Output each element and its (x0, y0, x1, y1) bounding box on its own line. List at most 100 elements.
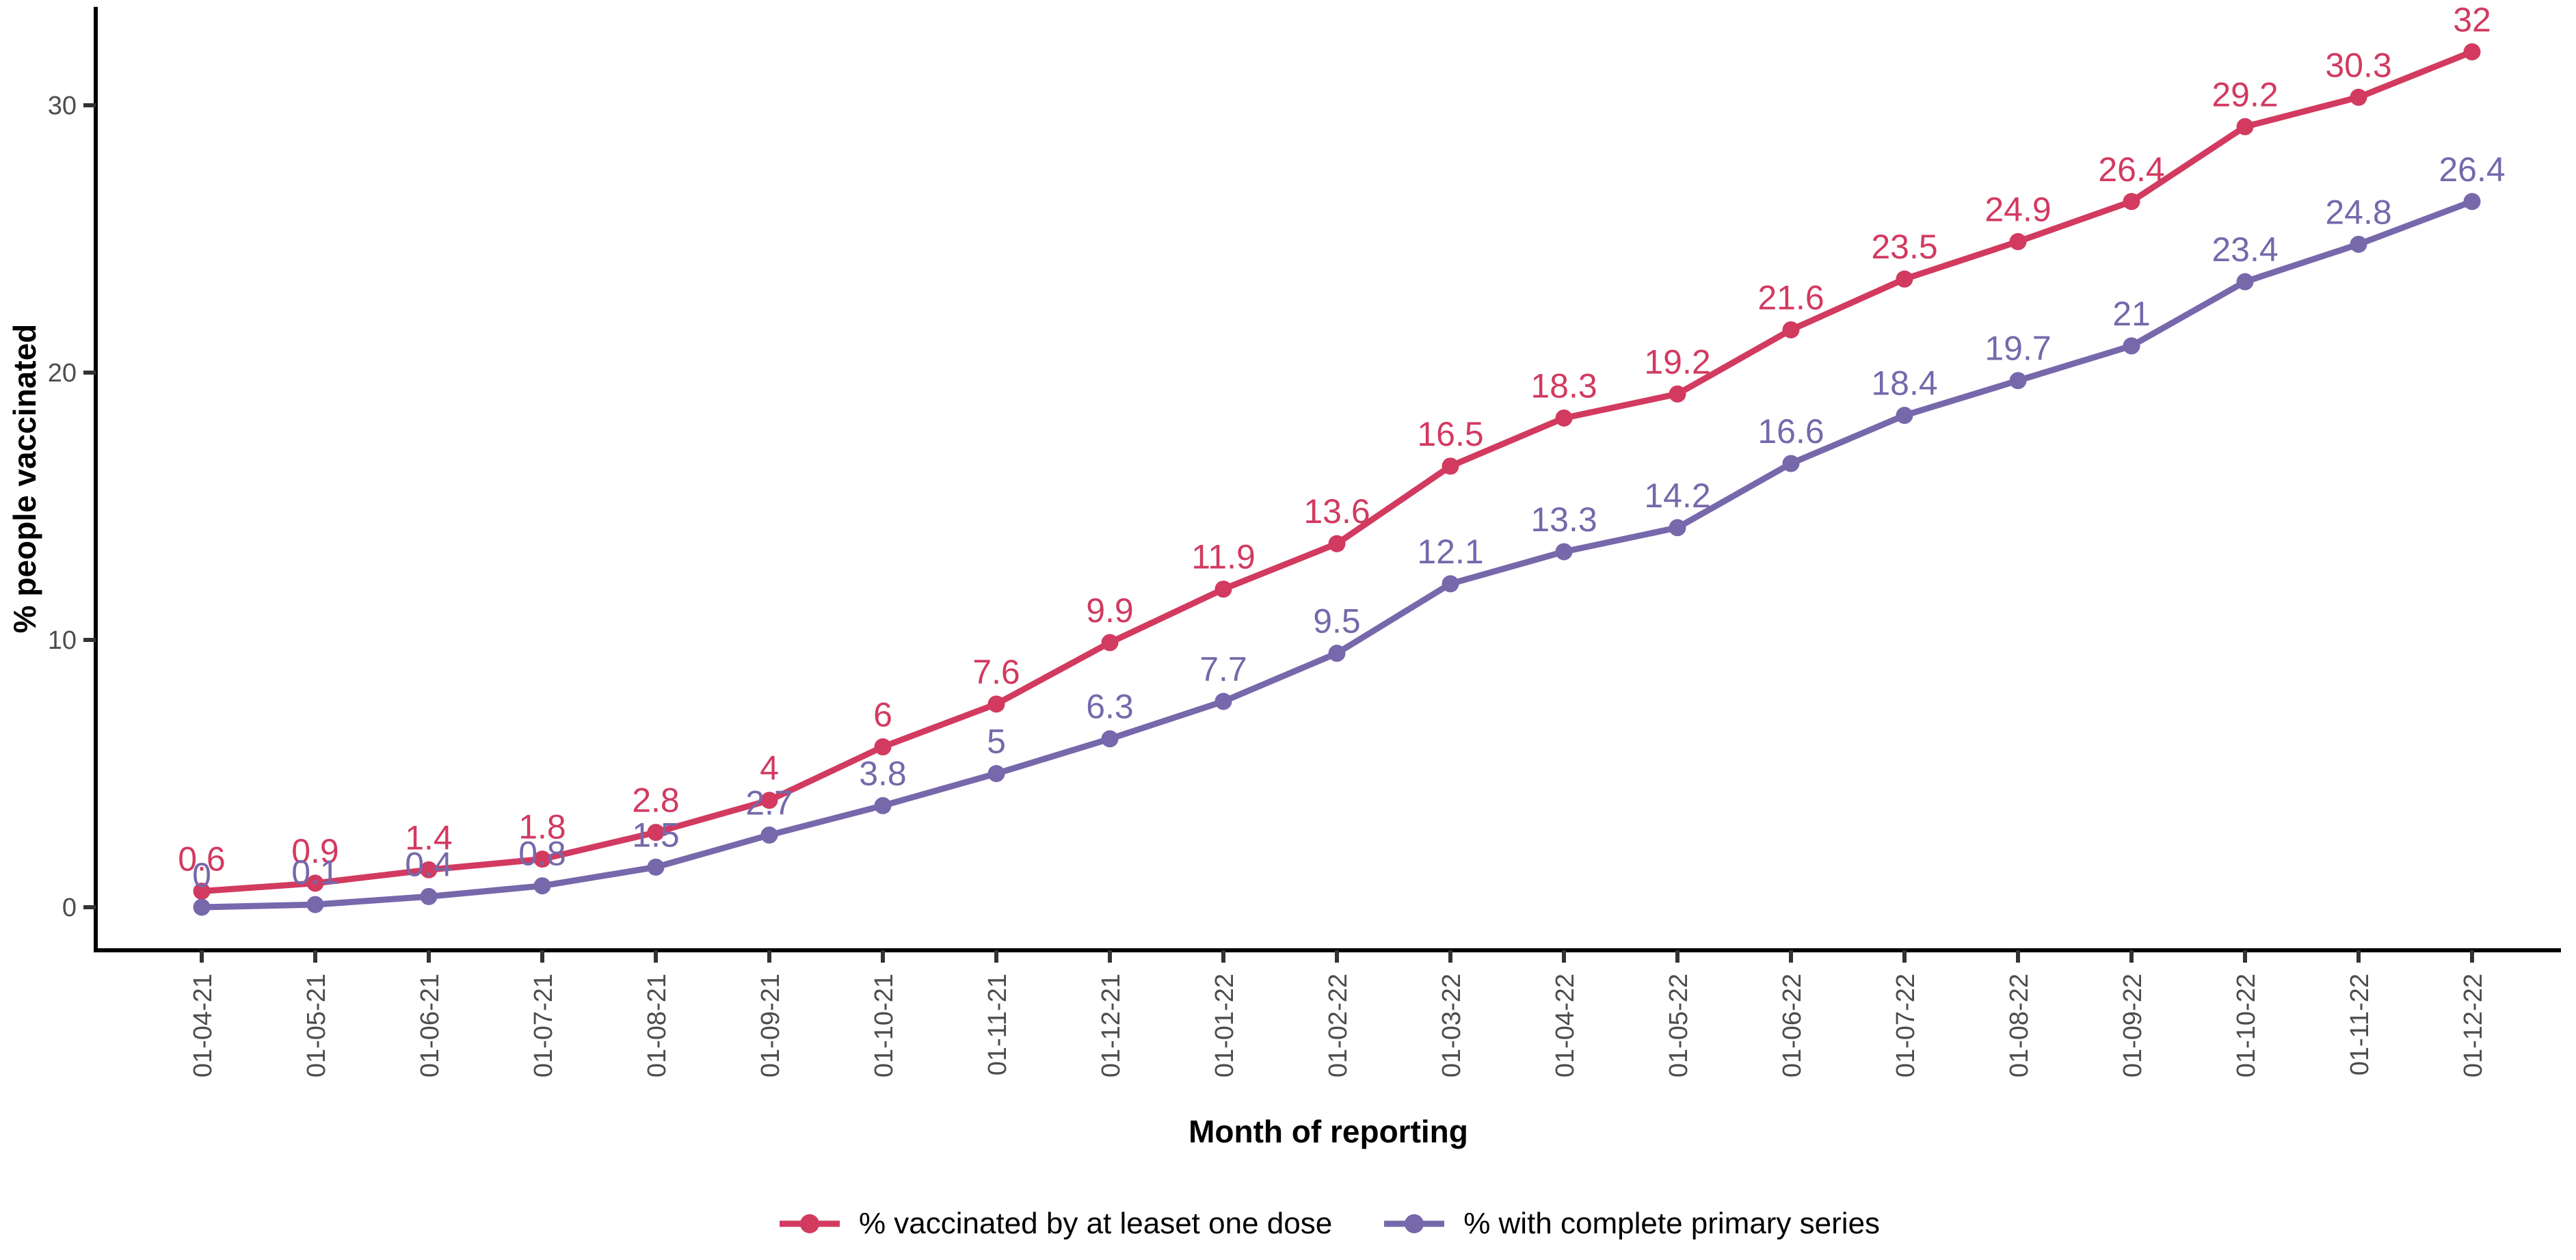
data-point (2009, 372, 2027, 390)
data-point-label: 1.5 (632, 816, 680, 854)
data-point (1782, 321, 1800, 338)
data-point-label: 13.3 (1530, 500, 1597, 539)
x-tick-label: 01-08-21 (643, 974, 672, 1077)
data-point (2236, 118, 2254, 135)
data-point (1101, 730, 1119, 748)
data-point-label: 5 (987, 723, 1006, 761)
data-point-label: 0.1 (291, 853, 339, 892)
x-tick-label: 01-02-22 (1324, 974, 1353, 1077)
legend-item-complete-series: % with complete primary series (1381, 1205, 1880, 1243)
data-point-label: 29.2 (2212, 75, 2278, 113)
data-point (1782, 455, 1800, 472)
legend-key-dose1-icon (779, 1214, 840, 1233)
data-point (1328, 645, 1346, 662)
data-point (1442, 575, 1459, 593)
x-tick-label: 01-11-22 (2346, 974, 2374, 1075)
y-tick-label: 10 (48, 626, 77, 655)
data-point (760, 826, 778, 844)
data-point (874, 738, 892, 755)
data-point-label: 2.7 (745, 783, 793, 822)
x-tick-label: 01-04-22 (1551, 974, 1580, 1077)
data-point-label: 6 (873, 695, 892, 734)
data-point (1669, 385, 1686, 403)
data-point (2009, 232, 2027, 250)
data-point-label: 7.7 (1199, 650, 1247, 688)
data-point-label: 1.4 (405, 818, 453, 857)
data-point (2350, 88, 2367, 106)
x-tick-label: 01-06-22 (1778, 974, 1807, 1077)
data-point-label: 0.8 (518, 835, 566, 873)
data-point-label: 30.3 (2325, 46, 2391, 84)
data-point-label: 6.3 (1086, 688, 1134, 726)
data-point-label: 0.6 (178, 840, 226, 879)
data-point (420, 887, 438, 905)
data-point-label: 21.6 (1757, 278, 1824, 317)
data-point (874, 796, 892, 814)
data-point-label: 12.1 (1417, 533, 1483, 571)
data-point (1555, 409, 1573, 427)
data-point-label: 16.6 (1757, 412, 1824, 451)
data-point (193, 898, 211, 916)
plot-panel: 0 10 20 30 01-04-21 01-05-21 01-06-21 01-07-21 0… (48, 1, 2561, 1077)
x-tick-label: 01-11-21 (983, 974, 1012, 1075)
data-point (1442, 457, 1459, 475)
legend-label-dose1: % vaccinated by at leaset one dose (858, 1207, 1333, 1240)
data-point-label: 7.6 (972, 653, 1020, 691)
data-point-label: 21 (2112, 295, 2151, 333)
data-point (1328, 535, 1346, 552)
data-point (2463, 43, 2481, 61)
chart-legend: % vaccinated by at leaset one dose % wit… (96, 1205, 2561, 1243)
x-axis-title: Month of reporting (1189, 1114, 1468, 1149)
data-point (2123, 193, 2140, 211)
data-point (420, 861, 438, 879)
data-point-label: 18.4 (1871, 364, 1937, 403)
data-point-label: 19.2 (1644, 343, 1710, 381)
x-tick-label: 01-09-21 (756, 974, 785, 1077)
data-point-label: 24.9 (1984, 190, 2051, 228)
data-point (533, 850, 551, 868)
data-point (1214, 693, 1232, 710)
data-point-label: 24.8 (2325, 193, 2391, 231)
y-axis-title: % people vaccinated (7, 324, 42, 634)
data-point (2350, 235, 2367, 253)
x-tick-label: 01-03-22 (1437, 974, 1466, 1077)
legend-key-dot (1405, 1214, 1424, 1233)
data-point (306, 896, 324, 913)
data-point (306, 874, 324, 892)
data-point-label: 26.4 (2439, 150, 2505, 189)
data-point-label: 2.8 (632, 781, 680, 820)
data-point (1101, 634, 1119, 652)
x-tick-label: 01-12-22 (2459, 974, 2488, 1077)
data-point-label: 19.7 (1984, 330, 2051, 368)
data-point-label: 23.4 (2212, 230, 2278, 269)
data-point-label: 3.8 (859, 754, 907, 792)
data-point-label: 9.5 (1313, 602, 1361, 641)
data-point (533, 877, 551, 895)
y-tick-label: 20 (48, 359, 77, 388)
y-tick-label: 0 (62, 894, 77, 922)
data-point (987, 765, 1005, 782)
legend-key-dot (799, 1214, 819, 1233)
data-point-label: 26.4 (2098, 150, 2164, 189)
x-tick-label: 01-05-22 (1664, 974, 1693, 1077)
legend-label-complete-series: % with complete primary series (1463, 1207, 1881, 1240)
data-point (1555, 543, 1573, 561)
x-tick-label: 01-09-22 (2119, 974, 2147, 1077)
legend-item-dose1: % vaccinated by at leaset one dose (777, 1205, 1332, 1243)
x-tick-label: 01-01-22 (1210, 974, 1239, 1077)
data-point (193, 883, 211, 900)
data-point (760, 792, 778, 809)
x-tick-label: 01-06-21 (416, 974, 444, 1077)
data-point (2463, 193, 2481, 211)
data-point-label: 18.3 (1530, 366, 1597, 405)
data-point (2236, 273, 2254, 291)
data-point (1896, 270, 1913, 288)
data-point-label: 9.9 (1086, 591, 1134, 630)
data-point (987, 695, 1005, 713)
x-tick-label: 01-10-22 (2232, 974, 2261, 1077)
data-point (1214, 580, 1232, 598)
data-point (2123, 337, 2140, 355)
data-point-label: 1.8 (518, 808, 566, 846)
